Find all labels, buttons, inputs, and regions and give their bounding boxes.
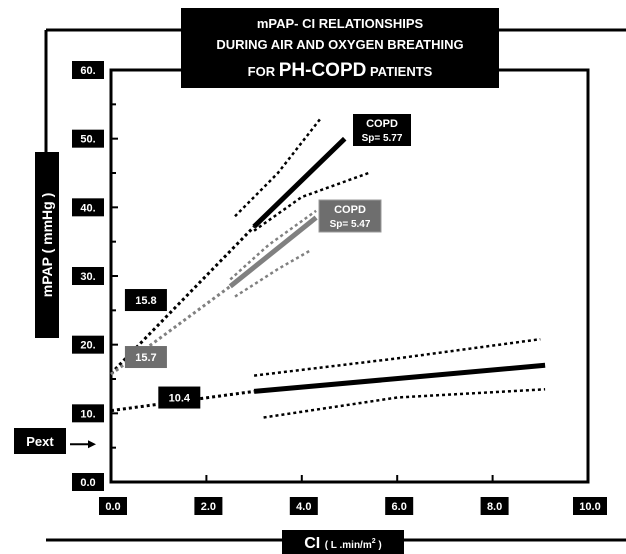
x-tick-label-box	[385, 497, 414, 515]
x-tick-label: 6.0	[385, 497, 414, 515]
y-tick-label-text: 50.	[80, 134, 95, 146]
intercept-label-text: 10.4	[169, 393, 191, 405]
series-label-2: COPD Sp= 5.47	[318, 199, 382, 233]
series-3-ci-lower	[263, 388, 546, 419]
pext-text: Pext	[26, 434, 54, 449]
intercept-label-box	[124, 346, 167, 369]
y-tick-label-text: 40.	[80, 202, 95, 214]
pext-marker: Pext	[14, 428, 96, 454]
series-label-line-2: Sp= 5.77	[362, 133, 403, 144]
y-tick-label: 40.	[72, 198, 104, 217]
series-1-ci-lower	[253, 171, 370, 232]
y-axis-label: mPAP ( mmHg )	[35, 152, 59, 338]
series-label-line-2: Sp= 5.47	[330, 219, 371, 230]
intercept-label: 10.4	[158, 386, 201, 409]
y-axis-label-box	[35, 152, 59, 338]
series-label-box	[318, 199, 382, 233]
x-tick-label: 10.0	[573, 497, 607, 515]
x-tick-label-box	[194, 497, 223, 515]
series-1-extrapolation	[109, 225, 256, 375]
intercept-label-box	[124, 289, 167, 312]
y-tick-label-box	[72, 267, 104, 285]
x-tick-label: 0.0	[99, 497, 127, 515]
title-box	[181, 8, 499, 88]
x-tick-label: 2.0	[194, 497, 223, 515]
series-label-1: COPD Sp= 5.77	[353, 114, 411, 146]
intercept-label-text: 15.8	[135, 295, 156, 307]
series-1-regression-line	[252, 136, 347, 229]
y-tick-label-box	[72, 129, 104, 148]
title-line-1: mPAP- CI RELATIONSHIPS	[257, 16, 424, 31]
intercept-label-text: 15.7	[135, 352, 156, 364]
y-tick-label: 0.0	[72, 473, 104, 491]
y-tick-label-box	[72, 61, 104, 79]
series-label-box	[353, 114, 411, 146]
y-tick-label: 30.	[72, 267, 104, 285]
series-2-ci-lower	[234, 248, 312, 298]
y-tick-label-text: 30.	[80, 271, 95, 283]
x-tick-label-box	[99, 497, 127, 515]
series-label-line-1: COPD	[334, 204, 366, 216]
y-tick-label: 20.	[72, 335, 104, 354]
x-tick-label-text: 8.0	[487, 501, 502, 513]
y-tick-label: 50.	[72, 129, 104, 148]
title-line-3: FOR PH-COPD PATIENTS	[248, 60, 433, 81]
y-tick-label: 60.	[72, 61, 104, 79]
pext-box	[14, 428, 66, 454]
y-tick-label-box	[72, 335, 104, 354]
chart-title: mPAP- CI RELATIONSHIPS DURING AIR AND OXY…	[181, 8, 499, 88]
x-tick-label-box	[289, 497, 318, 515]
intercept-label: 15.7	[124, 346, 167, 369]
x-tick-label-text: 0.0	[105, 501, 120, 513]
series-3-regression-line	[253, 362, 546, 394]
x-axis-label-box	[282, 530, 404, 554]
series-label-line-1: COPD	[366, 118, 398, 130]
x-tick-label-box	[480, 497, 509, 515]
title-line-2: DURING AIR AND OXYGEN BREATHING	[216, 37, 463, 52]
x-tick-label: 4.0	[289, 497, 318, 515]
y-tick-label-text: 20.	[80, 340, 95, 352]
y-tick-label-box	[72, 404, 104, 423]
y-tick-label: 10.	[72, 404, 104, 423]
x-tick-label-text: 6.0	[392, 501, 407, 513]
x-tick-label-text: 2.0	[201, 501, 216, 513]
intercept-label: 15.8	[124, 289, 167, 312]
y-tick-label-text: 10.	[80, 408, 95, 420]
x-tick-label-box	[573, 497, 607, 515]
x-axis-label: CI ( L .min/m2 )	[282, 530, 404, 554]
y-tick-label-text: 60.	[80, 65, 95, 77]
plot-frame	[109, 68, 590, 484]
x-axis-label-text: CI ( L .min/m2 )	[304, 535, 382, 552]
x-tick-label-text: 4.0	[296, 501, 311, 513]
series-1-ci-upper	[234, 117, 322, 218]
y-axis-label-text: mPAP ( mmHg )	[39, 193, 55, 298]
x-tick-label: 8.0	[480, 497, 509, 515]
series-2-ci-upper	[229, 209, 317, 281]
y-tick-label-text: 0.0	[80, 477, 95, 489]
x-tick-label-text: 10.0	[579, 501, 600, 513]
y-tick-label-box	[72, 198, 104, 217]
intercept-label-box	[158, 386, 201, 409]
series-1	[109, 117, 370, 375]
series-3-ci-upper	[253, 337, 541, 377]
series-2-regression-line	[228, 215, 318, 289]
y-tick-label-box	[72, 473, 104, 491]
pext-arrow-head	[88, 440, 96, 449]
